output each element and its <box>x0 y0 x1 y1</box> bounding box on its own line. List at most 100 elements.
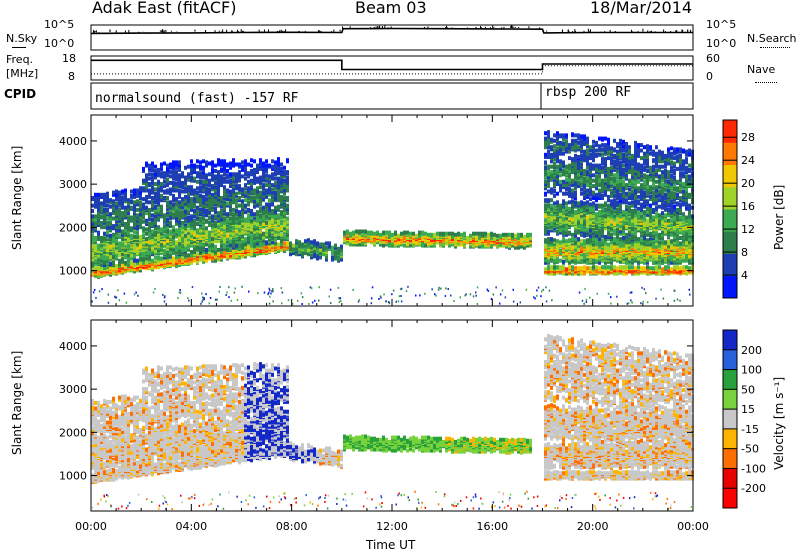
power-cell <box>217 238 220 243</box>
power-cell <box>205 163 208 168</box>
power-cell <box>103 207 106 212</box>
power-cell <box>121 240 124 245</box>
power-cell <box>184 237 187 242</box>
power-cell <box>286 198 289 203</box>
power-cell <box>556 164 559 169</box>
power-cell <box>241 160 244 165</box>
power-cell <box>229 161 232 166</box>
power-cell <box>208 238 211 243</box>
power-cell <box>268 174 271 179</box>
power-cell <box>556 149 559 154</box>
power-cell <box>244 192 247 197</box>
power-cell <box>157 250 160 254</box>
power-cell <box>334 250 337 254</box>
power-cell <box>211 223 214 227</box>
power-cell <box>97 233 100 238</box>
power-cell <box>259 209 262 213</box>
power-cell <box>403 243 406 248</box>
power-cell <box>505 236 508 240</box>
power-cell <box>583 241 586 246</box>
power-cell <box>244 210 247 215</box>
power-cell <box>205 204 208 209</box>
power-cell <box>118 190 121 195</box>
power-cell <box>205 197 208 202</box>
power-cell <box>274 214 277 219</box>
power-cell <box>574 271 577 276</box>
power-cell <box>328 244 331 249</box>
power-cell <box>556 216 559 221</box>
power-cell <box>235 211 238 216</box>
power-cell <box>391 242 394 247</box>
power-cell <box>322 247 325 252</box>
power-cell <box>169 249 172 253</box>
power-cell <box>253 188 256 193</box>
power-cell <box>115 234 118 239</box>
power-cell <box>145 222 148 226</box>
power-cell <box>313 251 316 256</box>
power-cell <box>118 253 121 258</box>
power-cell <box>547 198 550 203</box>
power-cell <box>274 241 277 246</box>
power-cell <box>94 266 97 271</box>
power-cell <box>259 175 262 180</box>
power-cell <box>265 243 268 248</box>
power-cell <box>100 192 103 197</box>
power-cell <box>142 169 145 173</box>
power-cell <box>250 209 253 213</box>
power-cell <box>553 152 556 157</box>
power-cell <box>568 146 571 151</box>
power-cell <box>313 247 316 252</box>
power-cell <box>580 254 583 259</box>
power-cell <box>286 170 289 175</box>
power-cell <box>565 177 568 182</box>
power-cell <box>544 169 547 173</box>
power-cell <box>175 231 178 236</box>
power-cell <box>205 176 208 181</box>
power-cell <box>199 160 202 165</box>
power-cell <box>250 178 253 183</box>
power-cell <box>544 203 547 208</box>
power-cell <box>178 209 181 213</box>
power-cell <box>94 192 97 197</box>
power-cell <box>277 179 280 184</box>
power-cell <box>490 236 493 240</box>
power-cell <box>211 164 214 169</box>
power-cell <box>97 194 100 199</box>
power-cell <box>376 233 379 238</box>
power-cell <box>580 258 583 263</box>
power-cell <box>214 214 217 219</box>
power-cell <box>187 185 190 190</box>
power-cell <box>154 223 157 227</box>
power-cell <box>412 233 415 238</box>
power-cell <box>544 179 547 184</box>
power-cell <box>193 202 196 207</box>
power-cell <box>136 207 139 212</box>
power-cell <box>172 193 175 198</box>
power-cell <box>553 193 556 198</box>
power-cell <box>187 176 190 181</box>
power-cell <box>127 253 130 258</box>
power-cell <box>274 197 277 202</box>
power-cell <box>103 215 106 220</box>
power-cell <box>574 169 577 173</box>
power-cell <box>220 174 223 179</box>
power-cell <box>556 225 559 230</box>
power-cell <box>496 233 499 238</box>
power-cell <box>274 183 277 188</box>
power-cell <box>142 219 145 224</box>
power-cell <box>178 183 181 188</box>
power-cell <box>154 194 157 199</box>
power-cell <box>586 136 589 141</box>
power-cell <box>256 218 259 223</box>
power-cell <box>556 158 559 163</box>
power-cell <box>583 183 586 188</box>
power-cell <box>145 259 148 264</box>
power-cell <box>571 209 574 213</box>
power-cell <box>172 207 175 212</box>
power-cell <box>568 265 571 270</box>
power-cell <box>145 175 148 180</box>
power-cell <box>124 255 127 260</box>
power-cell <box>136 216 139 221</box>
power-cell <box>241 191 244 196</box>
power-cell <box>160 204 163 209</box>
